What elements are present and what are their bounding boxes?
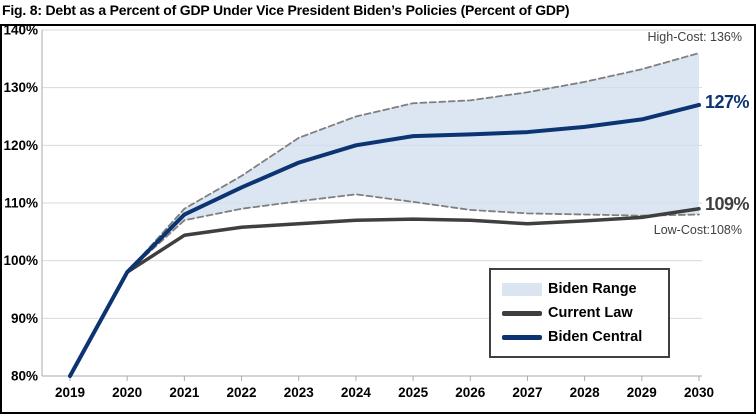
x-tick-label: 2021 (169, 385, 200, 400)
x-tick-label: 2019 (55, 385, 85, 400)
chart-legend: Biden Range Current Law Biden Central (489, 268, 670, 358)
x-tick-label: 2029 (627, 385, 657, 400)
x-tick-label: 2020 (112, 385, 142, 400)
biden-central-swatch (502, 334, 542, 340)
x-tick-label: 2023 (284, 385, 315, 400)
x-tick-label: 2026 (455, 385, 486, 400)
y-tick-label: 100% (3, 253, 38, 268)
biden-central-end-label: 127% (705, 91, 750, 112)
y-tick-label: 80% (11, 369, 38, 384)
chart-svg: 80% 90% 100% 110% 120% 130% 140% 2019 2020 2021 20… (3, 26, 714, 400)
x-tick-label: 2028 (570, 385, 601, 400)
legend-item-current-law: Current Law (502, 305, 664, 321)
y-tick-label: 130% (3, 80, 38, 95)
low-cost-annotation: Low-Cost:108% (653, 222, 742, 237)
current-law-line (68, 207, 701, 378)
biden-central-line (68, 102, 701, 378)
legend-label-biden-range: Biden Range (548, 281, 637, 297)
legend-label-biden-central: Biden Central (548, 329, 643, 345)
biden-range-swatch (502, 282, 542, 296)
x-tick-label: 2025 (398, 385, 429, 400)
legend-label-current-law: Current Law (548, 305, 633, 321)
x-tick-label: 2022 (227, 385, 257, 400)
legend-item-biden-range: Biden Range (502, 281, 664, 297)
biden-range-band (70, 53, 699, 377)
y-tick-label: 120% (3, 138, 38, 153)
x-tick-label: 2030 (684, 385, 714, 400)
x-tick-label: 2027 (512, 385, 542, 400)
chart-box: 80% 90% 100% 110% 120% 130% 140% 2019 2020 2021 20… (0, 24, 756, 414)
legend-item-biden-central: Biden Central (502, 329, 664, 345)
current-law-swatch (502, 310, 542, 316)
current-law-end-label: 109% (705, 193, 750, 214)
x-tick-label: 2024 (341, 385, 372, 400)
biden-high-range-upper-bound--line (69, 52, 700, 377)
y-tick-label: 110% (4, 196, 38, 211)
biden-low-range-lower-bound--line (69, 193, 700, 377)
high-cost-annotation: High-Cost: 136% (647, 30, 743, 45)
y-tick-label: 90% (11, 311, 38, 326)
figure-title: Fig. 8: Debt as a Percent of GDP Under V… (2, 2, 570, 18)
y-tick-label: 140% (3, 26, 38, 38)
